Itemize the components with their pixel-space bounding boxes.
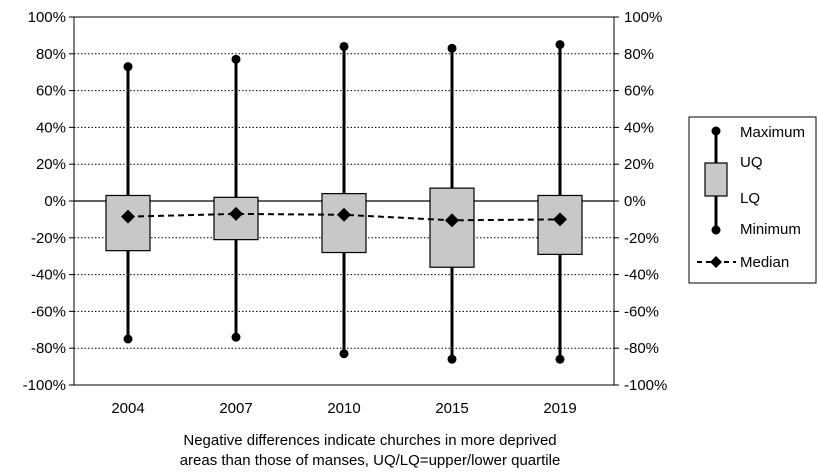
legend: Maximum UQ LQ Minimum Median [688,116,817,284]
y-tick-label-right: 60% [624,83,654,100]
quartile-box [321,193,367,254]
minimum-point [231,332,241,342]
box-plot-series [105,40,583,364]
y-tick-label: 20% [36,156,66,173]
x-axis: 2004 2007 2010 2015 2019 [111,400,576,417]
minimum-point [447,354,457,364]
maximum-point [339,41,349,51]
y-tick-label-right: 100% [624,9,662,26]
maximum-point [555,40,565,50]
maximum-point [231,54,241,64]
chart-note-line-1: Negative differences indicate churches i… [183,432,557,449]
y-tick-label-right: -40% [624,267,659,284]
y-tick-label: -100% [23,377,66,394]
y-tick-label: -40% [31,267,66,284]
y-tick-label: 40% [36,119,66,136]
y-axis-right: 100% 80% 60% 40% 20% 0% -20% -40% -60% -80% -100% [614,9,667,394]
y-tick-label: 60% [36,83,66,100]
y-tick-label: -60% [31,303,66,320]
legend-minimum-symbol [711,225,721,235]
y-tick-label-right: 40% [624,119,654,136]
y-tick-label: -80% [31,340,66,357]
minimum-point [123,334,133,344]
legend-label: Maximum [740,124,805,141]
y-tick-label: 0% [44,193,66,210]
y-tick-label: 80% [36,46,66,63]
y-tick-label-right: -20% [624,230,659,247]
x-tick-label: 2007 [219,400,252,417]
median-line [127,212,561,222]
legend-box-symbol [704,162,728,197]
maximum-point [447,43,457,53]
legend-median-symbol [710,256,722,268]
y-tick-label-right: 0% [624,193,646,210]
chart-note-line-2: areas than those of manses, UQ/LQ=upper/… [179,452,561,469]
legend-label: UQ [740,154,763,171]
y-tick-label: 100% [28,9,66,26]
quartile-box [429,187,475,268]
legend-label: Median [740,254,789,271]
x-tick-label: 2015 [435,400,468,417]
y-tick-label-right: -100% [624,377,667,394]
median-series [121,206,567,228]
maximum-point [123,62,133,72]
y-tick-label-right: 80% [624,46,654,63]
y-tick-label-right: -60% [624,303,659,320]
median-marker [229,206,243,221]
y-tick-label-right: 20% [624,156,654,173]
x-tick-label: 2004 [111,400,144,417]
y-axis-left: 100% 80% 60% 40% 20% 0% -20% -40% -60% -80% -100% [23,9,74,394]
legend-label: Minimum [740,221,801,238]
legend-label: LQ [740,190,760,207]
legend-box [688,116,817,284]
minimum-point [339,349,349,359]
y-tick-label-right: -80% [624,340,659,357]
y-tick-label: -20% [31,230,66,247]
median-marker [337,207,351,222]
legend-maximum-symbol [711,126,721,136]
median-marker [121,209,135,224]
x-tick-label: 2019 [543,400,576,417]
x-tick-label: 2010 [327,400,360,417]
median-marker [553,212,567,227]
minimum-point [555,354,565,364]
median-marker [445,213,459,228]
